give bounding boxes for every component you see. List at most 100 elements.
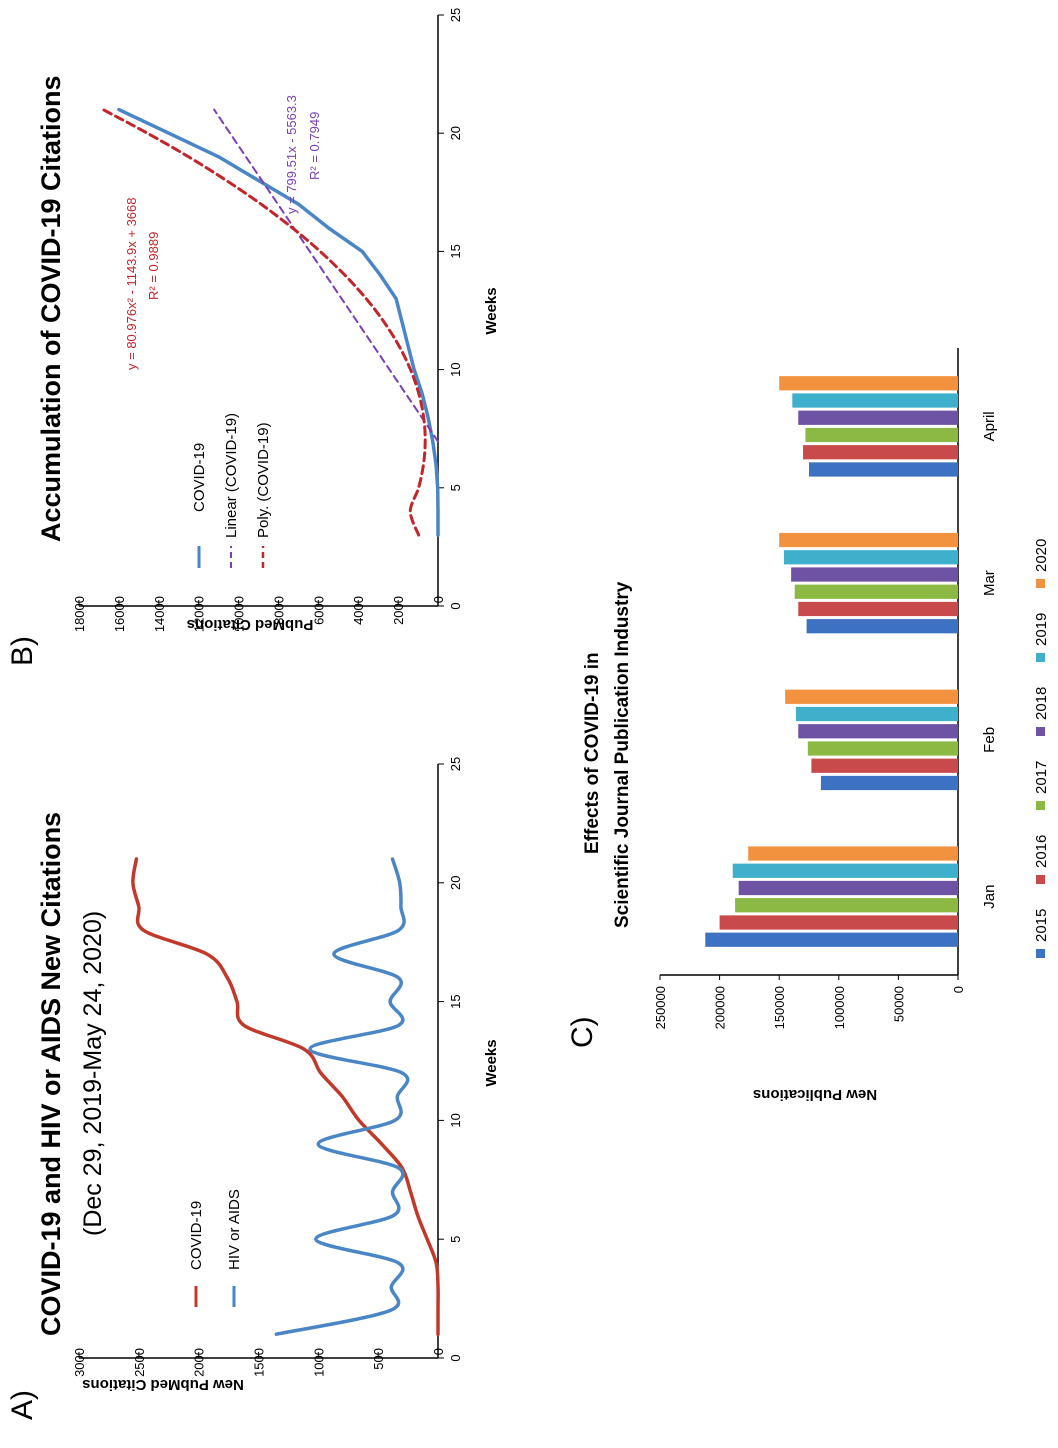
bar-2020-feb (785, 689, 958, 704)
bar-2015-jan (705, 932, 958, 947)
panel-b-legend: COVID-19 Linear (COVID-19) Poly. (COVID-… (191, 413, 272, 568)
panel-b: B) Accumulation of COVID-19 Citations Pu… (6, 8, 500, 666)
panel-c-y-axis-title: New Publications (753, 1086, 877, 1103)
legend-swatch-2015 (1036, 949, 1045, 958)
value-tick-label: 100000 (832, 986, 847, 1029)
value-tick-label: 150000 (772, 986, 787, 1029)
x-tick-label: 5 (448, 1236, 463, 1243)
panel-c-title-line1: Effects of COVID-19 in (582, 652, 603, 854)
panel-b-plot-area (101, 107, 440, 537)
legend-label-2020: 2020 (1033, 539, 1050, 572)
bar-2020-mar (779, 532, 958, 548)
legend-label-2017: 2017 (1033, 761, 1050, 794)
x-tick-label: 0 (448, 1354, 463, 1361)
legend-swatch-2016 (1036, 875, 1045, 884)
bar-2018-mar (791, 567, 958, 582)
bar-2015-mar (806, 619, 958, 634)
linear-trendline (213, 108, 439, 443)
legend-swatch-2020 (1036, 579, 1045, 588)
value-tick-label: 250000 (653, 986, 668, 1029)
x-tick-label: 15 (448, 244, 463, 258)
panel-b-x-axis-title: Weeks (483, 287, 500, 334)
y-tick-label: 8000 (271, 596, 286, 625)
y-tick-label: 0 (431, 1348, 446, 1355)
value-tick-label: 200000 (713, 986, 728, 1029)
bar-2018-jan (738, 880, 958, 896)
y-tick-label: 1000 (311, 1348, 326, 1377)
y-tick-label: 6000 (311, 596, 326, 625)
legend-label-2015: 2015 (1033, 909, 1050, 942)
covid-19-series-line (131, 857, 440, 1336)
x-tick-label: 25 (448, 757, 463, 771)
y-tick-label: 18000 (72, 596, 87, 632)
y-tick-label: 14000 (152, 596, 167, 632)
bar-2020-jan (748, 846, 958, 861)
y-tick-label: 10000 (232, 596, 247, 632)
panel-b-y-axis-title: PubMed Citations (187, 616, 314, 633)
bar-2017-jan (735, 898, 958, 913)
x-tick-label: 20 (448, 126, 463, 140)
bar-2015-april (809, 462, 958, 477)
bar-2016-feb (811, 758, 958, 773)
panel-a-x-axis-title: Weeks (483, 1039, 500, 1086)
bar-2016-mar (798, 601, 958, 617)
y-tick-label: 4000 (351, 596, 366, 625)
y-tick-label: 2000 (192, 1348, 207, 1377)
bar-2020-april (779, 376, 958, 391)
legend-label-2019: 2019 (1033, 613, 1050, 646)
panel-a-axes: 0 5 10 15 20 25 0 500 1000 1500 2000 2500 3000 (72, 757, 463, 1377)
category-label: Feb (981, 727, 998, 753)
bar-2017-mar (794, 584, 958, 599)
x-tick-label: 5 (448, 484, 463, 491)
legend-swatch-2017 (1036, 801, 1045, 810)
panel-b-title: Accumulation of COVID-19 Citations (36, 75, 66, 542)
bar-2019-mar (783, 550, 958, 565)
y-tick-label: 2500 (132, 1348, 147, 1377)
bar-2017-april (805, 427, 958, 443)
category-label: April (981, 411, 998, 441)
x-tick-label: 25 (448, 8, 463, 22)
legend-linear-label: Linear (COVID-19) (223, 413, 240, 538)
legend-covid-label: COVID-19 (191, 443, 208, 512)
hiv-aids-series-line (274, 857, 410, 1336)
panel-c-axes: 0 50000 100000 150000 200000 250000 Jan Feb Mar A… (653, 348, 998, 1029)
bar-2018-feb (798, 724, 958, 739)
x-tick-label: 10 (448, 1113, 463, 1127)
x-tick-label: 20 (448, 876, 463, 890)
y-tick-label: 2000 (391, 596, 406, 625)
y-tick-label: 1500 (252, 1348, 267, 1377)
bar-2019-feb (795, 706, 958, 722)
panel-a-plot-area (131, 857, 440, 1336)
poly-trendline (101, 108, 427, 537)
panel-a-title: COVID-19 and HIV or AIDS New Citations (36, 812, 66, 1336)
bar-2016-april (803, 445, 958, 460)
panel-a-label: A) (6, 1390, 39, 1420)
legend-label-2016: 2016 (1033, 835, 1050, 868)
panel-c-plot-area (705, 376, 958, 947)
panel-b-axes: 0 5 10 15 20 25 0 2000 4000 6000 8000 10000 12000 140… (72, 8, 463, 632)
linear-trendline-equation: y = 799.51x - 5563.3 (284, 95, 299, 214)
panel-c-label: C) (566, 1016, 599, 1048)
y-tick-label: 3000 (72, 1348, 87, 1377)
value-tick-label: 50000 (891, 986, 906, 1022)
bar-2019-april (792, 393, 958, 408)
panel-a-subtitle: (Dec 29, 2019-May 24, 2020) (79, 911, 107, 1236)
panel-c-title-line2: Scientific Journal Publication Industry (612, 581, 633, 928)
panel-a: A) COVID-19 and HIV or AIDS New Citation… (6, 757, 500, 1420)
panel-a-legend: COVID-19 HIV or AIDS (188, 1189, 243, 1307)
panel-c-legend: 2015 2016 2017 2018 2019 2020 (1033, 539, 1050, 958)
bar-2018-april (798, 410, 958, 425)
legend-poly-label: Poly. (COVID-19) (255, 422, 272, 538)
category-label: Jan (981, 885, 998, 909)
value-tick-label: 0 (951, 986, 966, 993)
category-label: Mar (981, 570, 998, 596)
y-tick-label: 0 (431, 596, 446, 603)
bar-2019-jan (732, 863, 958, 878)
bar-2015-feb (820, 775, 958, 791)
x-tick-label: 10 (448, 362, 463, 376)
panel-a-y-axis-title: New PubMed Citations (82, 1376, 244, 1393)
legend-swatch-2018 (1036, 727, 1045, 736)
y-tick-label: 16000 (112, 596, 127, 632)
covid-19-cumulative-line (117, 107, 440, 537)
